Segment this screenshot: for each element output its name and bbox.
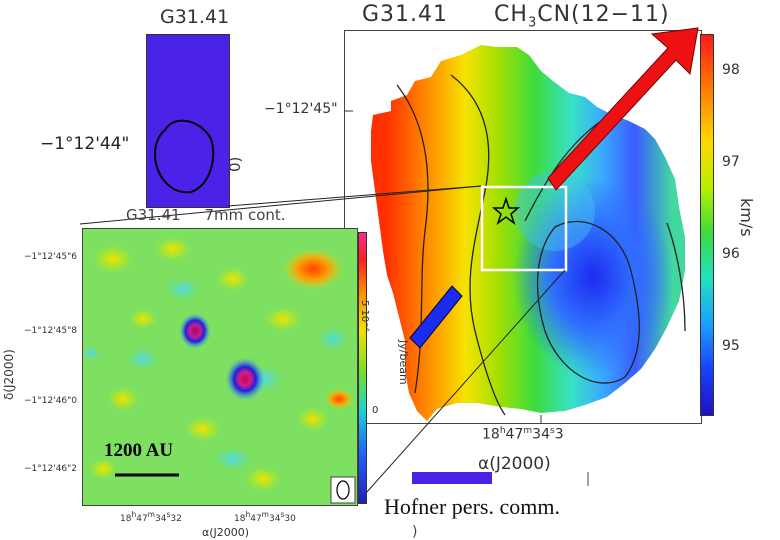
continuum-source-1 <box>179 313 211 349</box>
colorbar-tick-98: 98 <box>722 62 740 78</box>
top-panel-image <box>146 34 230 208</box>
noise-texture <box>83 237 353 491</box>
continuum-colorbar <box>358 232 367 504</box>
inset-cbar-tick-5e-4: 5 10⁻⁴ <box>359 300 370 332</box>
inset-ra-tick-1: 18h47m34s32 <box>120 510 182 524</box>
main-dec-label: −1°12'45" <box>264 101 338 117</box>
main-xlabel: α(J2000) <box>478 454 551 474</box>
scalebar-label: 1200 AU <box>104 440 174 461</box>
inset-dec-tick-3: −1°12'46"0 <box>24 396 78 406</box>
colorbar-tick-97: 97 <box>722 154 740 170</box>
main-title-line: CH3CN(12−11) <box>494 2 670 31</box>
inset-title: G31.41 7mm cont. <box>126 206 286 224</box>
top-panel-contour <box>153 119 215 194</box>
colorbar-tick-96: 96 <box>722 246 740 262</box>
credit-text: Hofner pers. comm. <box>384 494 560 519</box>
inset-xlabel: α(J2000) <box>202 526 250 539</box>
top-panel-dec-label: −1°12'44" <box>40 134 130 154</box>
inset-dec-tick-1: −1°12'45"6 <box>24 252 78 262</box>
svg-text:): ) <box>412 524 417 540</box>
colorbar-unit: km/s <box>737 198 756 237</box>
top-panel-side-text: 0) <box>226 156 244 172</box>
inset-dec-tick-2: −1°12'45"8 <box>24 326 78 336</box>
main-title-source: G31.41 <box>362 2 449 27</box>
inset-dec-tick-4: −1°12'46"2 <box>24 464 78 474</box>
main-ra-label: 18h47m34s3 <box>482 426 564 443</box>
continuum-map-svg <box>83 237 356 504</box>
colorbar-tick-95: 95 <box>722 338 740 354</box>
continuum-source-2 <box>225 357 265 401</box>
inset-ylabel: δ(J2000) <box>2 349 16 400</box>
beam-ellipse <box>336 480 350 500</box>
velocity-colorbar <box>700 34 714 416</box>
top-panel-title: G31.41 <box>160 6 230 28</box>
star-marker <box>491 196 521 226</box>
inset-ra-tick-2: 18h47m34s30 <box>234 510 296 524</box>
inset-cbar-tick-0: 0 <box>372 405 379 416</box>
continuum-map <box>82 228 358 506</box>
inset-cbar-unit: Jy/beam <box>397 340 410 385</box>
main-title: G31.41 CH3CN(12−11) <box>362 2 670 30</box>
